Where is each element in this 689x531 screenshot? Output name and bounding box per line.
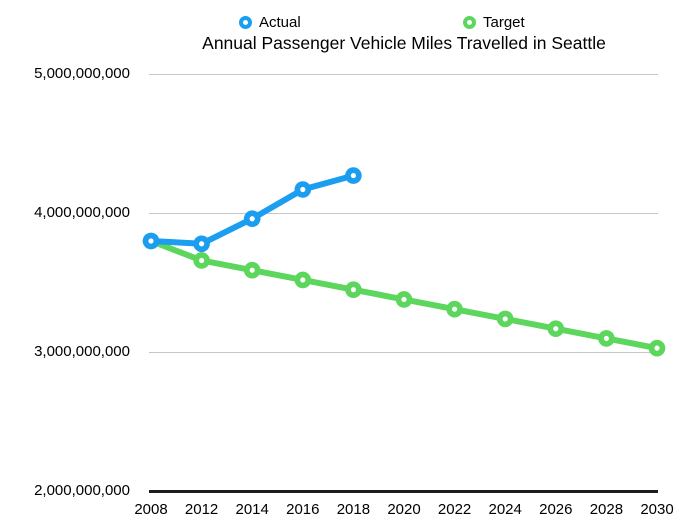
data-point-target [648, 339, 666, 357]
legend-item-actual: Actual [239, 14, 301, 31]
data-point-hole [199, 241, 205, 247]
gridline-3b [149, 352, 658, 353]
gridline-4b [149, 213, 658, 214]
data-point-actual [294, 181, 312, 198]
data-point-hole [654, 345, 660, 351]
data-point-hole [452, 306, 458, 312]
gridline-5b [149, 74, 658, 75]
actual-series-marker-icon [239, 16, 252, 29]
data-point-hole [401, 296, 407, 303]
x-tick-label-2018: 2018 [336, 501, 371, 518]
data-point-hole [249, 267, 255, 273]
data-point-hole [350, 287, 356, 293]
data-point-target [598, 330, 615, 347]
data-point-hole [249, 216, 255, 222]
data-point-target [243, 261, 261, 279]
y-tick-label-4b: 4,000,000,000 [34, 204, 130, 221]
target-series-marker-icon [463, 16, 476, 29]
data-point-target [547, 320, 565, 337]
x-tick-label-2014: 2014 [235, 501, 269, 518]
data-point-hole [553, 326, 559, 332]
legend-label-actual: Actual [259, 14, 301, 31]
data-point-hole [502, 316, 508, 322]
data-point-actual [345, 167, 362, 184]
legend-label-target: Target [483, 14, 525, 31]
data-point-hole [300, 186, 306, 193]
chart-title: Annual Passenger Vehicle Miles Travelled… [202, 33, 606, 53]
data-point-target [395, 291, 413, 308]
data-point-hole [350, 172, 356, 179]
x-tick-label-2012: 2012 [184, 501, 219, 518]
data-point-target [345, 281, 362, 299]
data-point-target [142, 232, 160, 250]
x-tick-label-2020: 2020 [387, 501, 421, 518]
data-point-actual [142, 232, 160, 250]
data-point-actual [193, 235, 210, 253]
data-point-hole [199, 257, 205, 264]
y-tick-label-2b: 2,000,000,000 [34, 482, 130, 499]
data-point-target [294, 271, 312, 289]
data-point-target [496, 310, 514, 328]
x-tick-label-2008: 2008 [134, 501, 168, 518]
x-tick-label-2028: 2028 [589, 501, 624, 518]
x-tick-label-2024: 2024 [488, 501, 522, 518]
x-tick-label-2016: 2016 [286, 501, 320, 518]
series-line-target [148, 237, 660, 352]
data-point-target [446, 300, 463, 318]
y-tick-label-3b: 3,000,000,000 [34, 343, 130, 360]
data-point-hole [148, 238, 154, 244]
series-line-actual [148, 172, 357, 247]
data-point-hole [300, 277, 306, 283]
x-axis-line [149, 490, 658, 493]
y-tick-label-5b: 5,000,000,000 [34, 65, 130, 82]
x-tick-label-2026: 2026 [539, 501, 573, 518]
x-tick-label-2030: 2030 [640, 501, 674, 518]
legend-item-target: Target [463, 14, 525, 31]
x-tick-label-2022: 2022 [437, 501, 472, 518]
data-point-hole [603, 335, 610, 342]
data-point-hole [148, 238, 154, 244]
data-point-target [193, 252, 210, 269]
